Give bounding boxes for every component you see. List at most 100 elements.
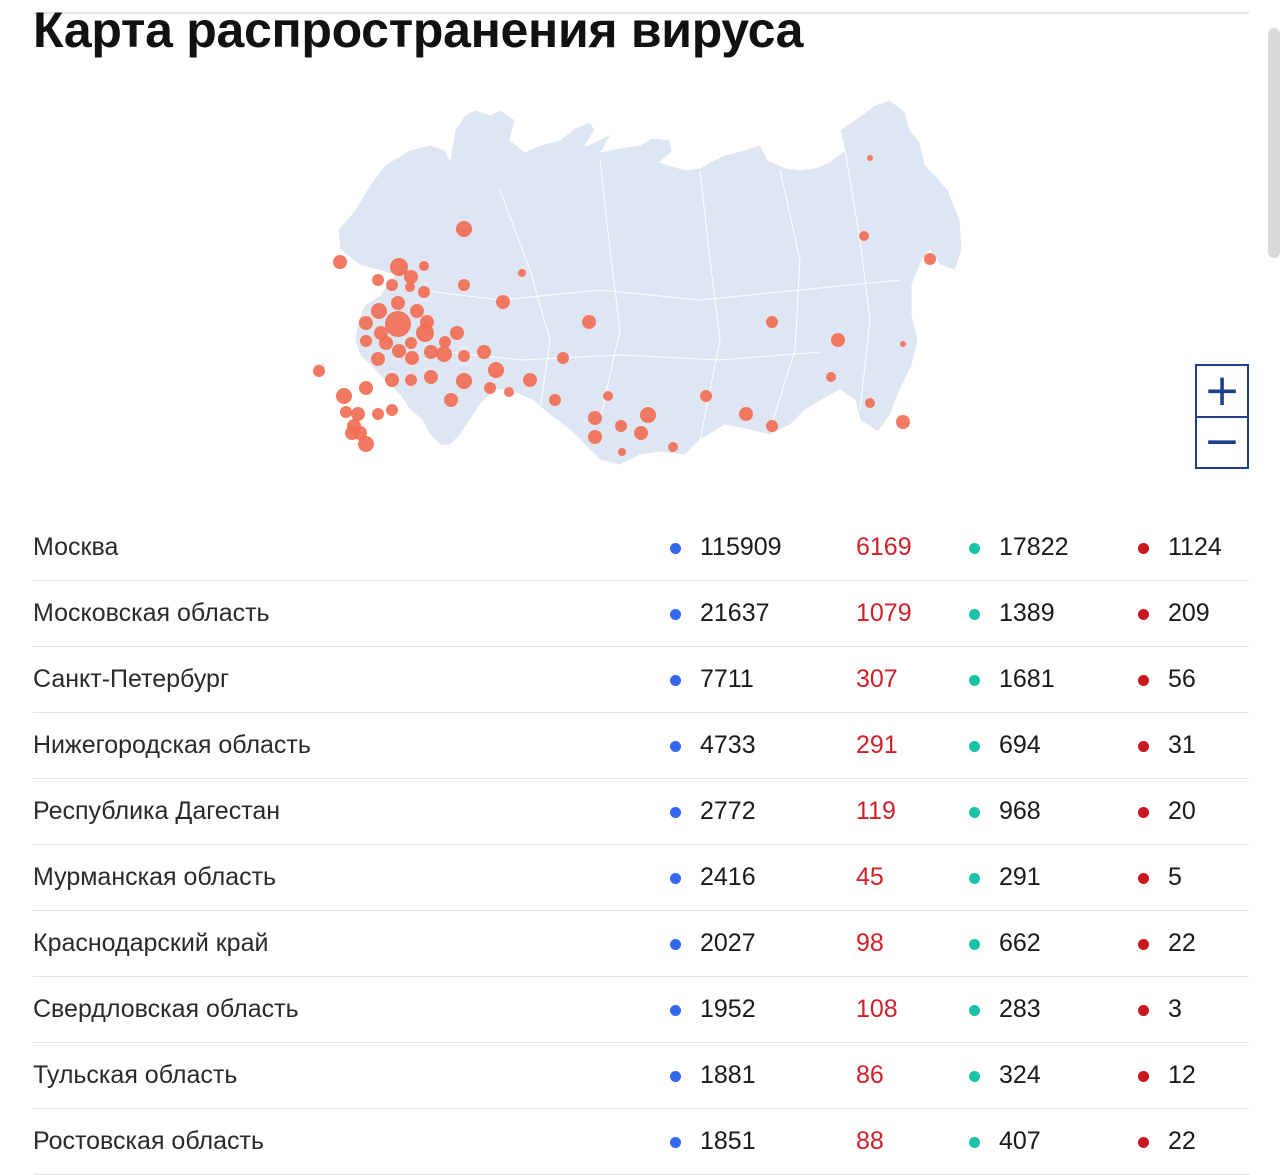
map-marker[interactable] <box>700 390 712 402</box>
map-marker[interactable] <box>766 420 778 432</box>
map-marker[interactable] <box>865 398 875 408</box>
map-marker[interactable] <box>867 155 873 161</box>
map-marker[interactable] <box>618 448 626 456</box>
table-row[interactable]: Тульская область 1881 86 324 12 <box>33 1043 1249 1109</box>
map-marker[interactable] <box>424 370 438 384</box>
cases-count: 1952 <box>700 995 756 1023</box>
table-row[interactable]: Мурманская область 2416 45 291 5 <box>33 845 1249 911</box>
table-row[interactable]: Краснодарский край 2027 98 662 22 <box>33 911 1249 977</box>
recovered-count: 324 <box>999 1061 1041 1089</box>
map-marker[interactable] <box>390 258 408 276</box>
zoom-out-button[interactable]: − <box>1197 416 1247 466</box>
new-cases-count: 98 <box>856 929 884 957</box>
map-marker[interactable] <box>484 382 496 394</box>
map-marker[interactable] <box>371 303 387 319</box>
map-marker[interactable] <box>456 373 472 389</box>
table-row[interactable]: Московская область 21637 1079 1389 209 <box>33 581 1249 647</box>
teal-dot-icon <box>969 675 980 686</box>
map-marker[interactable] <box>392 344 406 358</box>
map-marker[interactable] <box>439 336 451 348</box>
cases-count: 1881 <box>700 1061 756 1089</box>
map-marker[interactable] <box>668 442 678 452</box>
map-marker[interactable] <box>405 337 417 349</box>
map-marker[interactable] <box>410 304 424 318</box>
map-marker[interactable] <box>924 253 936 265</box>
table-row[interactable]: Санкт-Петербург 7711 307 1681 56 <box>33 647 1249 713</box>
map-marker[interactable] <box>826 372 836 382</box>
map-marker[interactable] <box>444 393 458 407</box>
map-marker[interactable] <box>557 352 569 364</box>
map-marker[interactable] <box>358 436 374 452</box>
map-marker[interactable] <box>379 336 393 350</box>
map-marker[interactable] <box>404 270 418 284</box>
map-marker[interactable] <box>523 373 537 387</box>
map-marker[interactable] <box>518 269 526 277</box>
recovered-count: 283 <box>999 995 1041 1023</box>
map-marker[interactable] <box>333 255 347 269</box>
map-marker[interactable] <box>436 346 452 362</box>
region-name: Мурманская область <box>33 863 277 891</box>
map-marker[interactable] <box>313 365 325 377</box>
map-marker[interactable] <box>385 373 399 387</box>
map-marker[interactable] <box>766 316 778 328</box>
table-row[interactable]: Свердловская область 1952 108 283 3 <box>33 977 1249 1043</box>
table-row[interactable]: Республика Дагестан 2772 119 968 20 <box>33 779 1249 845</box>
map-marker[interactable] <box>549 394 561 406</box>
map-marker[interactable] <box>477 345 491 359</box>
map-marker[interactable] <box>859 231 869 241</box>
regions-table: Москва 115909 6169 17822 1124 Московская обла… <box>33 515 1249 1175</box>
map-marker[interactable] <box>351 407 365 421</box>
russia-map[interactable] <box>300 90 980 480</box>
map-marker[interactable] <box>418 286 430 298</box>
map-marker[interactable] <box>488 362 504 378</box>
new-cases-count: 119 <box>856 797 896 825</box>
table-row[interactable]: Нижегородская область 4733 291 694 31 <box>33 713 1249 779</box>
map-marker[interactable] <box>340 406 352 418</box>
map-marker[interactable] <box>371 352 385 366</box>
map-marker[interactable] <box>831 333 845 347</box>
top-divider <box>33 12 1249 14</box>
region-name: Московская область <box>33 599 270 627</box>
map-marker[interactable] <box>900 341 906 347</box>
map-marker[interactable] <box>504 387 514 397</box>
map-marker[interactable] <box>386 404 398 416</box>
map-marker[interactable] <box>385 311 411 337</box>
table-row[interactable]: Ростовская область 1851 88 407 22 <box>33 1109 1249 1175</box>
map-marker[interactable] <box>405 374 417 386</box>
map-marker[interactable] <box>458 350 470 362</box>
recovered-count: 694 <box>999 731 1041 759</box>
map-marker[interactable] <box>458 279 470 291</box>
map-marker[interactable] <box>391 296 405 310</box>
map-marker[interactable] <box>450 326 464 340</box>
map-marker[interactable] <box>603 391 613 401</box>
zoom-in-button[interactable]: + <box>1197 366 1247 416</box>
blue-dot-icon <box>670 609 681 620</box>
map-marker[interactable] <box>360 335 372 347</box>
table-row[interactable]: Москва 115909 6169 17822 1124 <box>33 515 1249 581</box>
map-marker[interactable] <box>405 351 419 365</box>
map-marker[interactable] <box>896 415 910 429</box>
map-marker[interactable] <box>359 381 373 395</box>
map-marker[interactable] <box>640 407 656 423</box>
map-marker[interactable] <box>456 221 472 237</box>
map-marker[interactable] <box>739 407 753 421</box>
map-marker[interactable] <box>372 274 384 286</box>
map-marker[interactable] <box>419 261 429 271</box>
map-marker[interactable] <box>359 316 373 330</box>
red-dot-icon <box>1138 1005 1149 1016</box>
map-marker[interactable] <box>634 426 648 440</box>
map-svg[interactable] <box>300 90 980 480</box>
map-marker[interactable] <box>372 408 384 420</box>
map-marker[interactable] <box>582 315 596 329</box>
map-marker[interactable] <box>615 420 627 432</box>
map-marker[interactable] <box>386 279 398 291</box>
page-title: Карта распространения вируса <box>33 2 804 58</box>
map-marker[interactable] <box>496 295 510 309</box>
map-marker[interactable] <box>588 430 602 444</box>
scrollbar[interactable] <box>1268 28 1280 258</box>
map-marker[interactable] <box>416 324 434 342</box>
map-marker[interactable] <box>336 388 352 404</box>
map-marker[interactable] <box>588 411 602 425</box>
map-marker[interactable] <box>405 282 415 292</box>
map-marker[interactable] <box>424 345 438 359</box>
